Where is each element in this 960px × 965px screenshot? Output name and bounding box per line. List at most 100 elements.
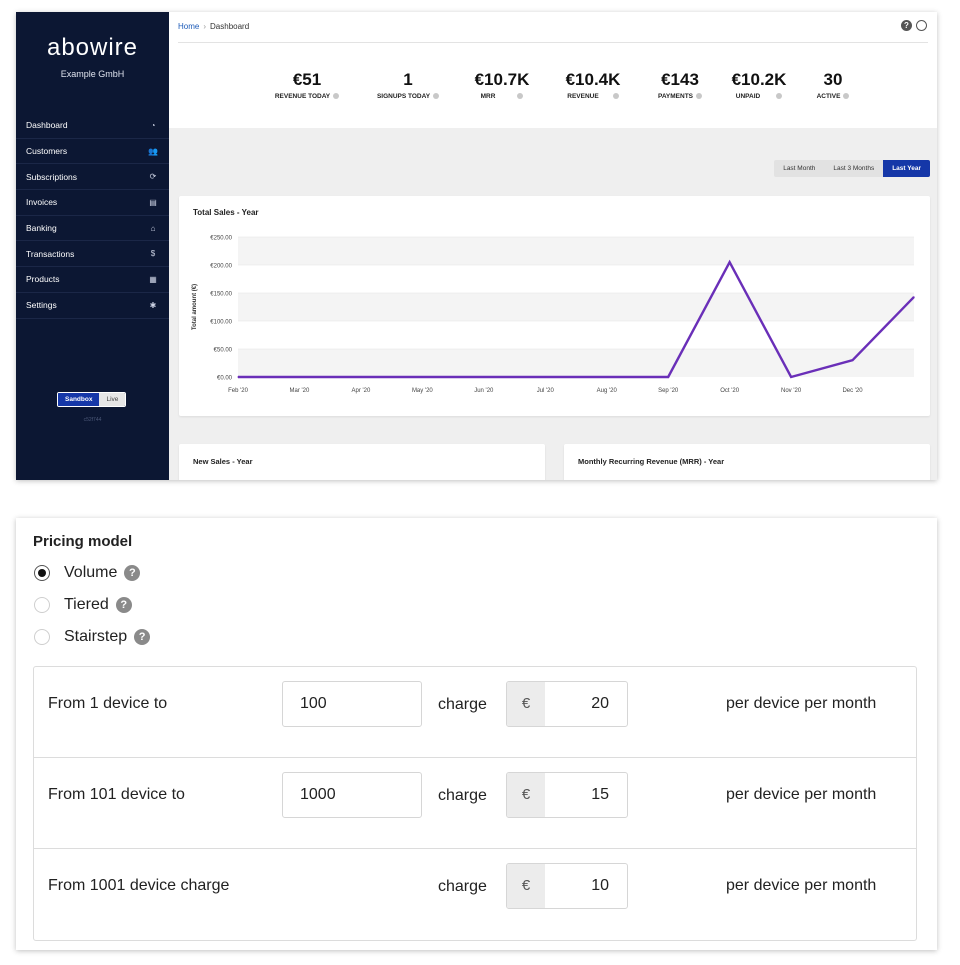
sidebar-item-dashboard[interactable]: Dashboard ◔ bbox=[16, 113, 169, 139]
live-button[interactable]: Live bbox=[99, 393, 126, 406]
stat-label: UNPAID bbox=[709, 93, 809, 100]
info-icon[interactable] bbox=[696, 93, 703, 100]
file-icon: ▤ bbox=[149, 197, 157, 207]
dashboard-screenshot: abowire Example GmbH Dashboard ◔ Customer… bbox=[16, 12, 937, 480]
y-tick-label: €0.00 bbox=[217, 376, 233, 382]
stat-unpaid: €10.2K UNPAID bbox=[709, 70, 809, 100]
currency-addon: € bbox=[507, 682, 545, 726]
tier-row: From 101 device to 1000 charge € 15 per … bbox=[34, 758, 916, 849]
box-icon: ▦ bbox=[149, 274, 157, 284]
info-icon[interactable] bbox=[843, 93, 850, 100]
radio-option-stairstep[interactable]: Stairstep ? bbox=[34, 628, 151, 646]
data-point bbox=[851, 359, 854, 361]
sandbox-button[interactable]: Sandbox bbox=[58, 393, 100, 406]
info-icon[interactable] bbox=[776, 93, 783, 100]
info-icon[interactable] bbox=[517, 93, 524, 100]
data-point bbox=[667, 376, 669, 378]
sidebar-item-subscriptions[interactable]: Subscriptions ⟳ bbox=[16, 164, 169, 191]
help-icon[interactable]: ? bbox=[901, 20, 912, 31]
mrr-title: Monthly Recurring Revenue (MRR) - Year bbox=[578, 457, 725, 466]
breadcrumb-current: Dashboard bbox=[210, 22, 250, 31]
stat-revenue-today: €51 REVENUE TODAY bbox=[257, 70, 357, 100]
sidebar-item-label: Settings bbox=[26, 300, 57, 311]
radio-label: Tiered bbox=[64, 596, 109, 613]
data-point bbox=[421, 376, 423, 378]
x-tick-label: Mar '20 bbox=[290, 388, 310, 394]
x-tick-label: Nov '20 bbox=[781, 388, 802, 394]
tier-price-input[interactable]: 20 bbox=[591, 695, 609, 712]
pricing-model-title: Pricing model bbox=[33, 533, 133, 550]
sidebar-item-invoices[interactable]: Invoices ▤ bbox=[16, 190, 169, 216]
y-tick-label: €150.00 bbox=[210, 292, 232, 298]
stat-label: MRR bbox=[452, 93, 552, 100]
sidebar-item-label: Customers bbox=[26, 146, 68, 157]
radio-option-volume[interactable]: Volume ? bbox=[34, 564, 141, 582]
tier-row: From 1001 device charge charge € 10 per … bbox=[34, 849, 916, 940]
x-tick-label: Sep '20 bbox=[658, 388, 679, 394]
tier-price-input[interactable]: 15 bbox=[591, 786, 609, 803]
breadcrumb-home[interactable]: Home bbox=[178, 22, 200, 31]
app-logo[interactable]: abowire bbox=[46, 34, 139, 61]
y-tick-label: €250.00 bbox=[210, 236, 232, 242]
help-icon[interactable]: ? bbox=[134, 629, 151, 645]
sidebar-item-customers[interactable]: Customers 👥 bbox=[16, 139, 169, 165]
tier-price-input-group: € 15 bbox=[506, 772, 628, 818]
series-line bbox=[238, 259, 915, 379]
sidebar-item-products[interactable]: Products ▦ bbox=[16, 267, 169, 293]
radio-option-tiered[interactable]: Tiered ? bbox=[34, 596, 132, 614]
sidebar-item-transactions[interactable]: Transactions $ bbox=[16, 241, 169, 268]
data-point bbox=[913, 296, 915, 298]
range-last-3-months-button[interactable]: Last 3 Months bbox=[824, 160, 884, 177]
stat-label: PAYMENTS bbox=[630, 93, 730, 100]
grid-band bbox=[238, 349, 914, 377]
tier-quantity-input[interactable]: 1000 bbox=[282, 772, 422, 818]
stat-value: €51 bbox=[292, 70, 322, 89]
x-tick-label: Dec '20 bbox=[842, 388, 863, 394]
tier-charge-label: charge bbox=[438, 787, 487, 804]
environment-toggle: Sandbox Live bbox=[57, 392, 127, 407]
data-point bbox=[729, 261, 731, 263]
radio-button[interactable] bbox=[34, 629, 50, 645]
tier-price-input[interactable]: 10 bbox=[591, 877, 609, 894]
sidebar-item-banking[interactable]: Banking ⌂ bbox=[16, 216, 169, 242]
sidebar: abowire Example GmbH Dashboard ◔ Customer… bbox=[16, 12, 169, 480]
data-point bbox=[237, 376, 239, 378]
tier-from-label: From 1 device to bbox=[48, 695, 168, 712]
date-range-selector: Last Month Last 3 Months Last Year bbox=[774, 160, 930, 177]
range-last-month-button[interactable]: Last Month bbox=[774, 160, 825, 177]
user-icon[interactable] bbox=[916, 20, 927, 31]
y-tick-label: €100.00 bbox=[210, 320, 232, 326]
range-last-year-button[interactable]: Last Year bbox=[883, 160, 930, 177]
radio-label: Stairstep bbox=[64, 628, 128, 645]
stat-label: SIGNUPS TODAY bbox=[358, 93, 458, 100]
stat-active: 30 ACTIVE bbox=[793, 70, 873, 100]
info-icon[interactable] bbox=[612, 93, 619, 100]
currency-addon: € bbox=[507, 773, 545, 817]
y-tick-label: €50.00 bbox=[214, 348, 233, 354]
pricing-tiers: From 1 device to 100 charge € 20 per dev… bbox=[33, 666, 917, 941]
radio-button[interactable] bbox=[34, 597, 50, 613]
sidebar-item-settings[interactable]: Settings ✱ bbox=[16, 293, 169, 319]
help-icon[interactable]: ? bbox=[115, 597, 132, 613]
info-icon[interactable] bbox=[333, 93, 340, 100]
x-tick-label: Apr '20 bbox=[351, 388, 370, 394]
stat-value: 1 bbox=[403, 70, 413, 89]
tier-quantity-input[interactable]: 100 bbox=[282, 681, 422, 727]
info-icon[interactable] bbox=[433, 93, 440, 100]
help-icon[interactable]: ? bbox=[124, 565, 141, 581]
gear-icon: ✱ bbox=[149, 300, 157, 310]
stat-value: €10.7K bbox=[474, 70, 530, 89]
radio-label: Volume bbox=[64, 564, 118, 581]
sidebar-nav: Dashboard ◔ Customers 👥 Subscriptions ⟳ Inv… bbox=[16, 113, 169, 319]
tier-unit-label: per device per month bbox=[726, 786, 877, 803]
x-tick-label: Feb '20 bbox=[228, 388, 248, 394]
breadcrumb: Home › Dashboard bbox=[178, 22, 249, 31]
stat-value: 30 bbox=[823, 70, 843, 89]
new-sales-card: New Sales - Year bbox=[179, 444, 545, 480]
users-icon: 👥 bbox=[148, 146, 158, 156]
tier-price-input-group: € 10 bbox=[506, 863, 628, 909]
radio-button[interactable] bbox=[34, 565, 50, 581]
tier-charge-label: charge bbox=[438, 878, 487, 895]
tier-price-input-group: € 20 bbox=[506, 681, 628, 727]
company-name: Example GmbH bbox=[60, 69, 125, 79]
